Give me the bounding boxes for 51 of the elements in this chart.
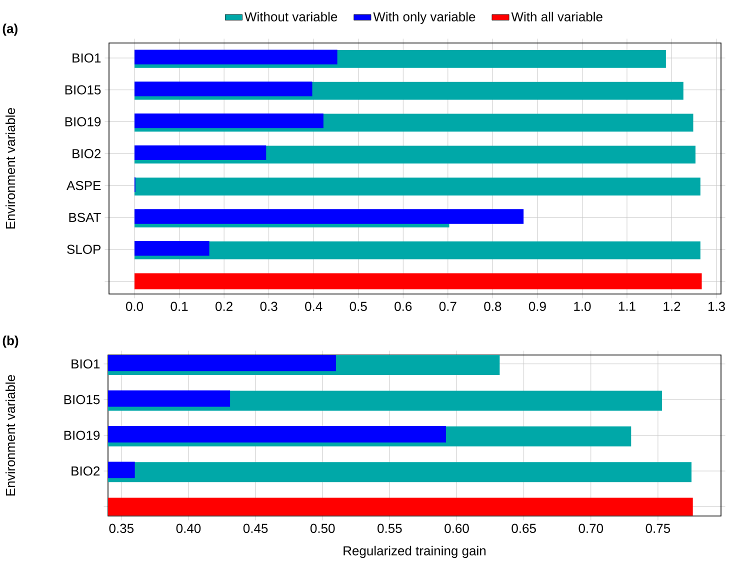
- y-tick-label: BIO2: [72, 149, 101, 158]
- x-tick-label: 0.35: [109, 524, 134, 533]
- x-tick-label: 0.3: [260, 302, 278, 311]
- x-tick-label: 0.9: [528, 302, 546, 311]
- x-tick-label: 0.55: [378, 524, 402, 533]
- x-tick-label: 0.1: [170, 302, 188, 311]
- x-tick-label: 0.60: [444, 524, 469, 533]
- bar: [134, 50, 338, 64]
- x-tick-label: 0.70: [578, 524, 604, 533]
- x-tick-label: 0.6: [394, 302, 412, 311]
- y-tick-label: BIO15: [65, 85, 101, 94]
- x-tick-label: 0.2: [216, 302, 232, 311]
- x-tick-label: 0.5: [350, 302, 367, 311]
- x-tick-label: 1.3: [708, 302, 725, 311]
- x-tick-label: 1.1: [618, 302, 636, 311]
- y-tick-label: BIO19: [64, 430, 100, 440]
- legend-label: With only variable: [373, 12, 476, 24]
- x-tick-label: 0.65: [512, 524, 536, 533]
- y-tick-label: BIO2: [72, 466, 100, 476]
- y-tick-label: BSAT: [69, 212, 101, 222]
- y-tick-label: SLOP: [67, 244, 101, 254]
- bar: [134, 178, 700, 196]
- x-axis-title: Regularized training gain: [344, 546, 486, 558]
- y-tick-label: ASPE: [66, 180, 101, 190]
- y-tick-label: BIO1: [72, 53, 101, 63]
- x-tick-label: 0.40: [176, 524, 201, 533]
- legend-label: Without variable: [244, 12, 338, 22]
- x-tick-label: 0.8: [484, 302, 502, 311]
- y-tick-label: BIO1: [72, 359, 100, 369]
- x-tick-label: 0.45: [243, 524, 268, 533]
- bar: [134, 113, 324, 128]
- legend-label: With all variable: [511, 12, 602, 22]
- bar: [134, 145, 266, 160]
- chart-title: (b): [2, 336, 18, 348]
- x-tick-label: 0.75: [646, 524, 670, 533]
- x-tick-label: 0.4: [305, 302, 322, 311]
- y-tick-label: BIO19: [65, 117, 101, 126]
- bar: [134, 82, 312, 96]
- x-tick-label: 0.50: [310, 524, 335, 533]
- y-axis-title: Environment variable: [6, 108, 16, 228]
- y-tick-label: BIO15: [64, 395, 100, 404]
- bar: [134, 273, 702, 290]
- bar: [134, 209, 524, 224]
- chart-title: (a): [2, 24, 18, 36]
- x-tick-label: 1.2: [664, 302, 680, 311]
- bar: [134, 241, 700, 260]
- y-axis-title: Environment variable: [6, 375, 16, 496]
- x-tick-label: 0.7: [439, 302, 456, 311]
- bar: [134, 241, 210, 256]
- x-tick-label: 1.0: [574, 302, 591, 311]
- x-tick-label: 0.0: [126, 302, 144, 311]
